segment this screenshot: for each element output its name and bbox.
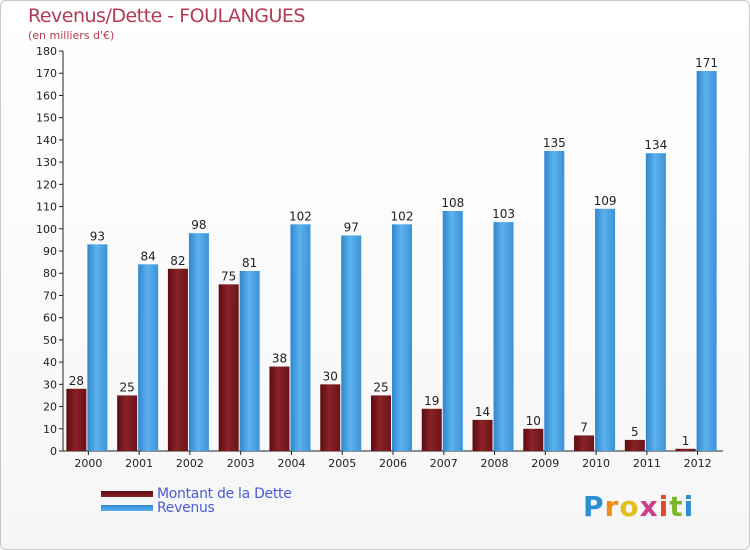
bar-debt	[320, 384, 341, 451]
data-label: 97	[344, 220, 359, 234]
bar-revenue	[442, 211, 463, 451]
bar-revenue	[290, 224, 311, 451]
data-label: 102	[391, 209, 414, 223]
bar-revenue	[188, 233, 209, 451]
y-tick-label: 110	[36, 201, 57, 214]
data-label: 30	[323, 369, 338, 383]
y-tick-label: 70	[43, 289, 57, 302]
legend-swatch-debt	[101, 491, 153, 497]
data-label: 102	[289, 209, 312, 223]
y-tick-label: 160	[36, 89, 57, 102]
x-tick-label: 2000	[74, 457, 102, 470]
bar-debt	[167, 268, 188, 451]
data-label: 14	[475, 405, 490, 419]
data-label: 75	[221, 269, 236, 283]
y-tick-label: 130	[36, 156, 57, 169]
legend-item-debt: Montant de la Dette	[101, 487, 292, 501]
x-tick-label: 2001	[125, 457, 153, 470]
data-label: 28	[69, 374, 84, 388]
y-tick-label: 50	[43, 334, 57, 347]
bars	[66, 71, 717, 451]
bar-debt	[269, 366, 290, 451]
y-tick-label: 140	[36, 134, 57, 147]
chart-title: Revenus/Dette - FOULANGUES	[28, 5, 305, 27]
y-tick-label: 60	[43, 312, 57, 325]
data-label: 108	[441, 196, 464, 210]
data-label: 171	[695, 56, 718, 70]
data-label: 84	[141, 249, 156, 263]
y-tick-label: 10	[43, 423, 57, 436]
bar-revenue	[87, 244, 108, 451]
x-tick-label: 2007	[430, 457, 458, 470]
bar-debt	[624, 439, 645, 451]
data-label: 103	[492, 207, 515, 221]
bar-revenue	[493, 222, 514, 451]
bar-revenue	[239, 271, 260, 451]
x-tick-label: 2005	[328, 457, 356, 470]
bar-revenue	[341, 235, 362, 451]
x-tick-label: 2006	[379, 457, 407, 470]
bar-debt	[421, 408, 442, 451]
data-label: 1	[682, 434, 690, 448]
y-tick-label: 90	[43, 245, 57, 258]
data-label: 5	[631, 425, 639, 439]
legend-label-debt: Montant de la Dette	[157, 486, 292, 502]
data-label: 7	[580, 420, 588, 434]
y-tick-label: 80	[43, 267, 57, 280]
legend-swatch-revenue	[101, 505, 153, 511]
bar-revenue	[645, 153, 666, 451]
bar-debt	[66, 388, 87, 451]
x-tick-label: 2011	[633, 457, 661, 470]
bar-debt	[371, 395, 391, 451]
bar-debt	[574, 435, 595, 451]
y-tick-label: 0	[50, 445, 57, 458]
bar-debt	[218, 284, 239, 451]
bar-revenue	[392, 224, 412, 451]
x-tick-label: 2002	[176, 457, 204, 470]
data-label: 109	[594, 194, 617, 208]
bar-debt	[675, 448, 696, 451]
bar-revenue	[544, 151, 565, 451]
x-tick-label: 2010	[582, 457, 610, 470]
proxiti-logo: Proxiti	[583, 490, 695, 523]
y-tick-label: 180	[36, 45, 57, 58]
data-label: 19	[424, 394, 439, 408]
y-tick-label: 150	[36, 112, 57, 125]
legend-label-revenue: Revenus	[157, 500, 215, 516]
data-label: 38	[272, 352, 287, 366]
bar-debt	[523, 428, 544, 451]
legend-item-revenue: Revenus	[101, 501, 292, 515]
data-label: 82	[170, 254, 185, 268]
y-tick-label: 100	[36, 223, 57, 236]
legend: Montant de la Dette Revenus	[101, 487, 292, 515]
x-tick-label: 2004	[277, 457, 305, 470]
x-tick-label: 2008	[481, 457, 509, 470]
data-label: 81	[242, 256, 257, 270]
bar-revenue	[138, 264, 159, 451]
bar-revenue	[595, 208, 616, 451]
x-tick-label: 2012	[684, 457, 712, 470]
data-label: 25	[373, 380, 388, 394]
data-label: 25	[120, 380, 135, 394]
data-label: 134	[644, 138, 667, 152]
data-label: 10	[526, 414, 541, 428]
bar-revenue	[696, 71, 717, 451]
bar-debt	[472, 419, 493, 451]
x-tick-label: 2009	[531, 457, 559, 470]
data-label: 93	[90, 229, 105, 243]
bar-debt	[117, 395, 138, 451]
y-tick-label: 20	[43, 401, 57, 414]
data-label: 135	[543, 136, 566, 150]
y-tick-label: 120	[36, 178, 57, 191]
y-tick-label: 40	[43, 356, 57, 369]
x-tick-label: 2003	[227, 457, 255, 470]
y-tick-label: 30	[43, 378, 57, 391]
chart-subtitle: (en milliers d'€)	[28, 29, 115, 42]
y-tick-label: 170	[36, 67, 57, 80]
data-label: 98	[191, 218, 206, 232]
